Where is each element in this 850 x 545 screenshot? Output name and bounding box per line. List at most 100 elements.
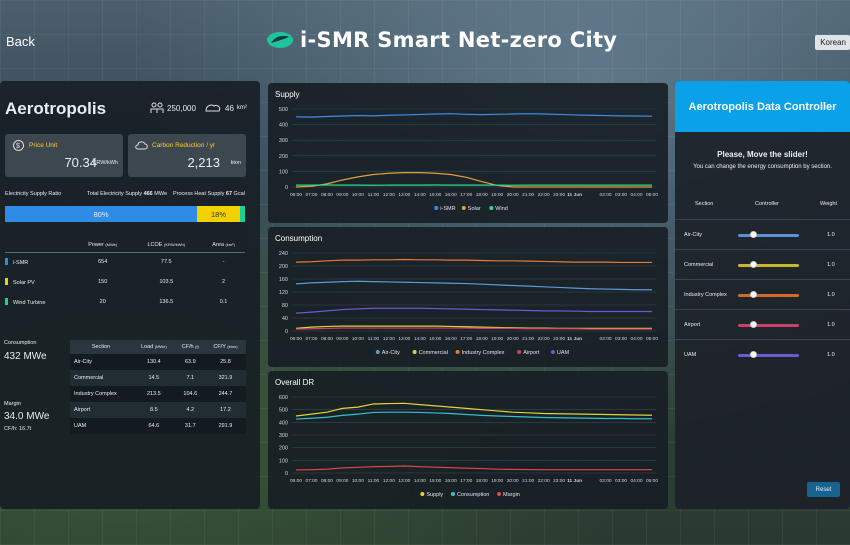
col-cfy: CF/Y (kton) [204,340,246,354]
legend-marker [434,206,439,210]
legend-marker [412,350,417,354]
ratio-label: Electricity Supply Ratio [5,191,62,197]
x-tick-label: 11:00 [368,478,380,484]
legend-label: Margin [503,492,520,498]
series-line-airport [295,327,652,330]
slider-handle[interactable] [749,231,757,238]
slider-track[interactable] [738,234,799,237]
supply-chart: 0 100 200 300 400 500 06:00 07:00 08:00 09:00 10:0… [279,107,659,212]
table-row: UAM 64.6 31.7 291.9 [70,418,246,434]
y-tick-label: 40 [282,316,288,322]
section-table: Section Load (MWe) CF/h (t) CF/Y (kton) … [70,340,246,434]
section-table-header: Section Load (MWe) CF/h (t) CF/Y (kton) [70,340,246,354]
col-cfh: CF/h (t) [175,340,205,354]
total-supply-value: 466 [143,191,153,197]
x-tick-label: 19:00 [491,192,503,198]
slider-section-label: Industry Complex [684,292,727,298]
y-tick-label: 80 [282,303,288,309]
x-tick-label: 08:00 [321,336,333,342]
legend-marker [517,350,522,354]
y-tick-label: 0 [285,329,288,335]
series-line-commercial [295,325,652,330]
x-tick-label: 10:00 [352,192,364,198]
x-tick-label: 07:00 [305,336,317,342]
back-button[interactable]: Back [6,34,35,49]
carbon-value: 2,213 [187,155,220,170]
solar-ratio-segment: 18% [197,206,240,222]
x-tick-label: 11 Jun [567,336,582,342]
wind-swatch [5,298,8,305]
area-summary-panel: Aerotropolis 250,000 46 km² $ Price Unit… [0,81,260,509]
price-icon: $ [13,140,24,151]
x-tick-label: 21:00 [522,478,534,484]
x-tick-label: 20:00 [507,192,519,198]
ismr-ratio-segment: 80% [5,206,197,222]
area-value: 46 [225,103,234,113]
legend-marker [489,206,494,210]
x-tick-label: 09:00 [336,478,348,484]
slider-track[interactable] [738,354,799,357]
supply-chart-title: Supply [275,90,300,99]
slider-row-air-city: Air-City 1.0 [675,219,850,249]
margin-value: 34.0 MWe [4,411,50,422]
series-line-industry-complex [295,258,652,264]
series-line-supply [295,402,653,417]
x-tick-label: 13:00 [398,192,410,198]
x-tick-label: 12:00 [383,478,395,484]
x-tick-label: 14:00 [414,192,426,198]
top-bar: Back i-SMR Smart Net-zero City Korean [0,0,850,80]
y-tick-label: 100 [279,458,288,464]
legend-label: Consumption [457,492,489,498]
x-tick-label: 17:00 [460,192,472,198]
y-tick-label: 200 [279,446,288,452]
slider-row-industry-complex: Industry Complex 1.0 [675,279,850,309]
x-tick-label: 15:00 [429,478,441,484]
x-tick-label: 21:00 [522,336,534,342]
slider-weight-value: 1.0 [827,322,835,328]
x-tick-label: 19:00 [491,336,503,342]
controller-instruction: Please, Move the slider! [717,150,808,159]
y-tick-label: 0 [285,185,288,191]
col-lcoe: LCOE (KRW/kWh) [130,238,203,253]
slider-track[interactable] [738,264,799,267]
slider-handle[interactable] [749,351,757,358]
heat-supply-label: Process Heat Supply [173,191,225,197]
x-tick-label: 05:00 [646,192,658,198]
slider-track[interactable] [738,324,799,327]
wind-ratio-segment [240,206,245,222]
slider-section-label: Air-City [684,232,703,238]
x-tick-label: 11:00 [368,336,380,342]
slider-handle[interactable] [749,261,757,268]
legend-label: Industry Complex [462,350,505,356]
col-area: Area (km²) [202,238,245,253]
overall-dr-chart-title: Overall DR [275,378,315,387]
slider-handle[interactable] [749,291,757,298]
x-tick-label: 03:00 [615,336,627,342]
x-tick-label: 02:00 [600,192,612,198]
carbon-unit: kton [230,160,241,166]
total-supply: Total Electricity Supply 466 MWe [87,191,167,197]
y-tick-label: 500 [279,107,288,113]
x-tick-label: 03:00 [615,478,627,484]
x-tick-label: 18:00 [476,336,488,342]
x-tick-label: 08:00 [321,192,333,198]
area-unit: km² [236,105,247,111]
slider-track[interactable] [738,294,799,297]
price-label: Price Unit [29,142,58,149]
x-tick-label: 09:00 [336,192,348,198]
consumption-value: 432 MWe [4,351,47,362]
y-tick-label: 160 [279,277,288,283]
legend-marker [461,206,466,210]
carbon-card: Carbon Reduction / yr 2,213 kton [128,134,246,177]
y-tick-label: 300 [279,433,288,439]
table-row: i-SMR 654 77.5- [5,252,245,272]
x-tick-label: 11 Jun [567,478,582,484]
overall-dr-chart-panel: Overall DR 0 100 200 300 400 500 600 06:00 07:00… [268,371,668,509]
reset-button[interactable]: Reset [807,482,840,497]
language-button[interactable]: Korean [815,35,850,50]
slider-handle[interactable] [749,321,757,328]
x-tick-label: 09:00 [336,336,348,342]
series-line-consumption [295,411,652,420]
x-tick-label: 04:00 [631,192,643,198]
table-row: Commercial 14.5 7.1 321.9 [70,370,246,386]
